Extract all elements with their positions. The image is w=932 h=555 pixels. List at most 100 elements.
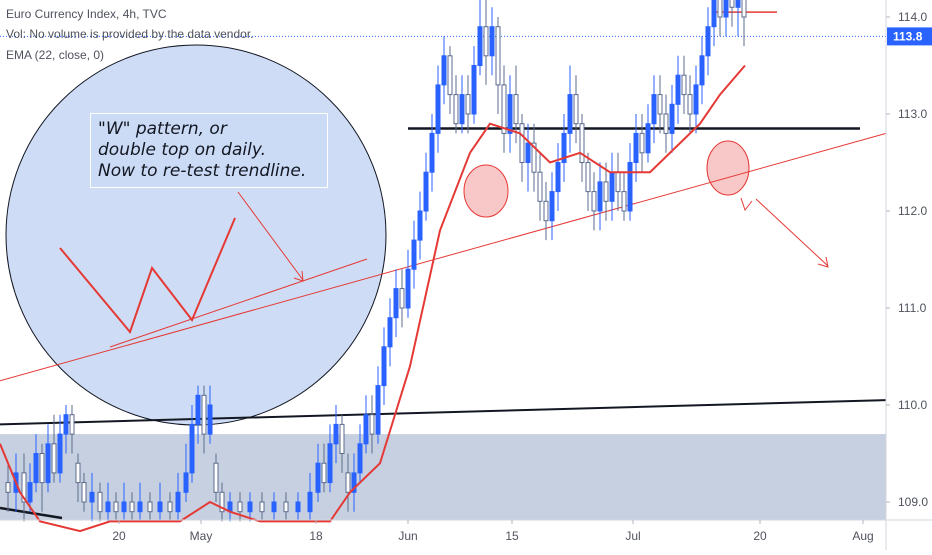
candle-body [417, 210, 423, 241]
candle [271, 492, 277, 522]
candle-body [477, 26, 483, 66]
candle-body [681, 74, 687, 96]
candle-body [51, 443, 57, 474]
candle [657, 75, 663, 134]
candle-body [597, 181, 603, 212]
price-tick-label: 114.0 [898, 10, 927, 24]
candle [27, 463, 33, 512]
candle [121, 482, 127, 522]
candle [735, 0, 741, 37]
candle-body [603, 181, 609, 202]
candle-body [393, 288, 399, 319]
ema-line [0, 64, 746, 533]
w-pattern-circle [5, 44, 387, 426]
candle [567, 65, 573, 153]
candle-body [537, 171, 543, 202]
candle [591, 172, 597, 231]
candle [705, 7, 711, 76]
candle-body [339, 423, 345, 454]
candle-body [147, 501, 153, 513]
candle [351, 453, 357, 512]
time-tick-label: Jun [398, 529, 417, 543]
candle [519, 114, 525, 182]
last-price-badge [887, 27, 932, 46]
candle-body [21, 472, 27, 503]
candle-body [45, 443, 51, 484]
time-tick-label: Aug [852, 529, 873, 543]
candle [195, 385, 201, 444]
candle-body [175, 491, 181, 513]
candle [453, 75, 459, 134]
candle-body [201, 394, 207, 435]
candle [525, 123, 531, 192]
candle [33, 434, 39, 493]
candle [189, 405, 195, 483]
candle [21, 453, 27, 522]
candle [711, 0, 717, 47]
candle [723, 0, 729, 37]
candle-body [429, 132, 435, 173]
candle [357, 424, 363, 483]
candle [333, 405, 339, 464]
candle-body [573, 94, 579, 125]
candle-body [321, 462, 327, 484]
candle-body [195, 394, 201, 425]
retest-arrowhead [293, 270, 304, 282]
candle [207, 385, 213, 444]
candle-body [567, 94, 573, 134]
candle-body [657, 94, 663, 115]
candle [201, 385, 207, 454]
candle-body [121, 501, 127, 513]
candle-body [711, 0, 717, 28]
candle [315, 443, 321, 502]
candle [483, 0, 489, 85]
candle [399, 269, 405, 328]
candle-body [633, 132, 639, 163]
candle [555, 143, 561, 211]
candle-body [699, 55, 705, 86]
candle [471, 46, 477, 124]
candle-body [259, 501, 265, 513]
candle [363, 395, 369, 454]
candle [621, 172, 627, 221]
candle [89, 472, 95, 522]
candle-body [213, 462, 219, 493]
candle [157, 482, 163, 522]
candle [237, 492, 243, 522]
candle [339, 414, 345, 473]
candle [345, 453, 351, 512]
candle-body [663, 113, 669, 134]
candle [375, 366, 381, 444]
candle-body [471, 65, 477, 115]
w-pattern-note[interactable]: "W" pattern, or double top on daily. Now… [90, 113, 328, 188]
candle-body [513, 94, 519, 125]
price-tick-label: 110.0 [898, 398, 927, 412]
time-tick-label: 18 [309, 529, 323, 543]
candle-body [645, 123, 651, 154]
candle-body [97, 491, 103, 513]
candle [137, 482, 143, 522]
candle-body [531, 142, 537, 173]
price-tick-label: 113.0 [898, 107, 927, 121]
candle [699, 36, 705, 105]
candle-body [507, 94, 513, 134]
candle [429, 114, 435, 192]
candle [97, 482, 103, 522]
candle-body [621, 191, 627, 212]
candle [45, 424, 51, 493]
candle-body [63, 414, 69, 435]
candle [247, 492, 253, 522]
note-line-1: "W" pattern, or [98, 119, 227, 139]
lower-support-line [0, 506, 63, 520]
candle [507, 75, 513, 153]
candle [477, 0, 483, 76]
candle [283, 492, 289, 522]
candle [537, 152, 543, 221]
candle-body [57, 433, 63, 474]
w-pattern-drawing [59, 217, 236, 335]
candle [441, 36, 447, 105]
candle-body [735, 0, 741, 8]
retest-arrow-drawing [237, 191, 304, 281]
